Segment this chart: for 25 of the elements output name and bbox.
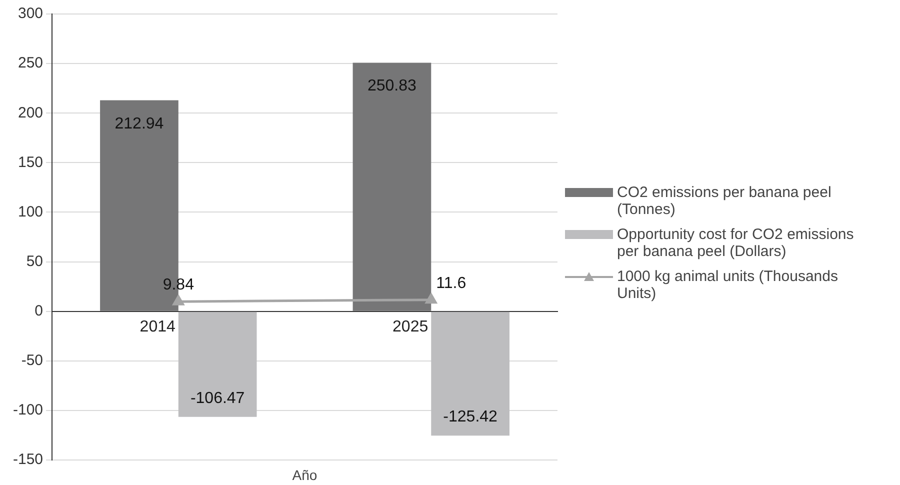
data-label: 212.94: [114, 115, 164, 132]
y-tick-label: 100: [18, 203, 44, 220]
y-tick-label: 300: [18, 5, 44, 22]
y-tick-label: -100: [12, 402, 44, 419]
x-tick-label: 2014: [140, 318, 176, 336]
y-tick-label: 0: [34, 302, 44, 320]
y-tick-label: 50: [26, 252, 44, 270]
y-tick-label: -50: [21, 352, 44, 370]
data-label: -125.42: [443, 408, 498, 426]
data-label: 250.83: [367, 78, 417, 95]
x-axis-title: Año: [292, 467, 318, 483]
bar: [431, 312, 510, 436]
legend-label: Opportunity cost for CO2 emissions per banana peel (Dollars): [617, 226, 855, 260]
bar: [352, 62, 432, 311]
y-tick-label: 150: [18, 154, 44, 171]
legend-label: CO2 emissions per banana peel (Tonnes): [617, 184, 832, 218]
data-label: -106.47: [190, 390, 245, 407]
y-tick-label: 250: [18, 54, 44, 72]
legend-label: 1000 kg animal units (Thousands Units): [617, 268, 839, 302]
data-label: 9.84: [162, 276, 194, 294]
data-label: 11.6: [436, 274, 466, 292]
bar: [178, 312, 257, 417]
y-tick-label: 200: [18, 104, 44, 122]
x-tick-label: 2025: [392, 318, 428, 336]
y-tick-label: -150: [12, 451, 44, 468]
